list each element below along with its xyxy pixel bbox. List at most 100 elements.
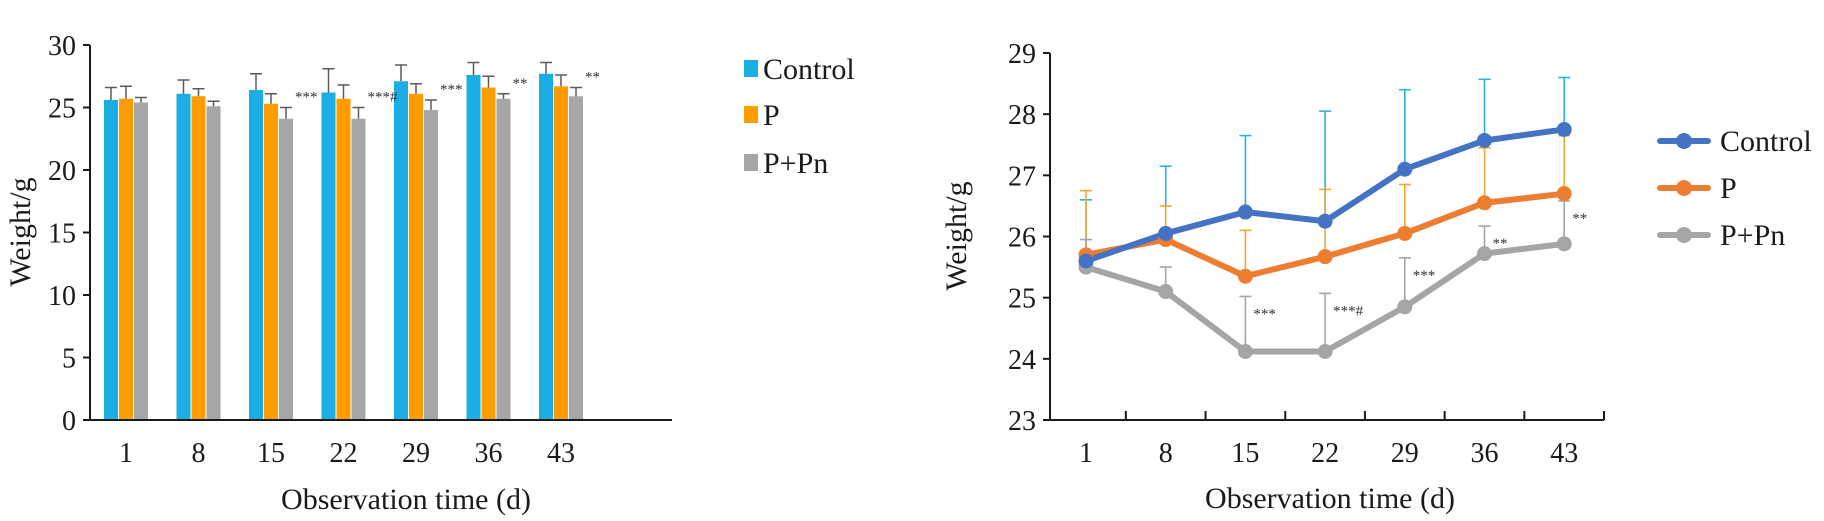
significance-label-43: ** [1572,211,1587,227]
point-p-36 [1477,195,1492,211]
point-control-8 [1158,225,1174,241]
point-control-36 [1477,132,1492,148]
y-tick-label-30: 30 [48,31,76,62]
point-control-22 [1317,213,1333,229]
bar-control-15 [249,90,263,420]
legend-label-p-pn: P+Pn [763,147,828,180]
y-tick-label-15: 15 [48,219,76,250]
bar-control-36 [466,75,481,420]
bar-control-8 [176,93,191,420]
bar-p-pn-36 [496,98,511,420]
legend-label-p: P [763,99,780,132]
bar-p-pn-15 [279,118,293,420]
bar-chart-significance-labels: *** ***# *** ** ** [295,70,600,106]
line-chart-legend-item-p: P [1657,172,1737,205]
bar-p-8 [191,96,206,420]
significance-label-43: ** [585,70,600,86]
bar-p-15 [264,103,278,420]
significance-label-22: ***# [1333,303,1364,319]
y-tick-label-25: 25 [1008,284,1036,315]
legend-label-control-line: Control [1720,125,1812,158]
bar-chart-legend-item-p-pn: P+Pn [744,147,828,180]
point-p-29 [1397,225,1413,241]
significance-label-36: ** [513,76,528,92]
x-tick-label-1: 1 [1079,438,1093,469]
line-chart-y-ticks: 23 24 25 26 27 28 29 [1008,39,1050,437]
legend-label-p-pn-line: P+Pn [1720,219,1785,252]
point-p-15 [1237,268,1253,284]
y-tick-label-29: 29 [1008,39,1036,70]
x-tick-label-43: 43 [547,438,575,469]
bar-control-43 [539,73,553,420]
y-tick-label-10: 10 [48,281,76,312]
line-chart-legend-item-p-pn: P+Pn [1657,219,1785,252]
bar-p-pn-1 [134,102,148,420]
y-tick-label-23: 23 [1008,406,1036,437]
point-control-29 [1397,161,1413,177]
line-chart-x-axis-title: Observation time (d) [1205,482,1455,515]
line-chart-legend: Control P P+Pn [1657,125,1812,252]
line-chart-y-axis-title: Weight/g [940,181,973,290]
point-p-pn-8 [1158,284,1174,300]
bar-chart-y-axis-title: Weight/g [4,177,37,286]
bar-p-36 [481,87,496,420]
bar-chart-legend: Control P P+Pn [744,53,855,180]
line-chart-points [1078,121,1572,359]
bar-control-29 [394,81,408,420]
bar-chart-x-axis-title: Observation time (d) [281,483,531,516]
bar-chart-x-ticks: 1 8 15 22 29 36 43 [119,438,575,469]
y-tick-label-24: 24 [1008,345,1036,376]
significance-label-15: *** [295,90,318,106]
bar-p-22 [336,98,351,420]
line-chart-x-ticks: 1 8 15 22 29 36 43 [1079,411,1605,469]
point-p-pn-29 [1397,299,1413,315]
point-p-pn-15 [1237,343,1253,359]
significance-label-29: *** [1413,268,1436,284]
point-control-43 [1556,121,1572,137]
x-tick-label-29: 29 [402,438,430,469]
x-tick-label-22: 22 [1311,438,1339,469]
y-tick-label-20: 20 [48,156,76,187]
legend-label-control: Control [763,53,855,86]
bar-chart-legend-item-control: Control [744,53,855,86]
x-tick-label-8: 8 [192,438,206,469]
y-tick-label-26: 26 [1008,223,1036,254]
significance-label-36: ** [1493,236,1508,252]
x-tick-label-8: 8 [1159,438,1173,469]
bar-p-29 [409,93,423,420]
x-tick-label-36: 36 [1471,438,1499,469]
point-p-43 [1556,186,1572,202]
y-tick-label-0: 0 [62,406,76,437]
point-control-1 [1078,253,1094,269]
x-tick-label-15: 15 [257,438,285,469]
y-tick-label-28: 28 [1008,100,1036,131]
bar-p-pn-8 [206,106,221,420]
point-p-pn-22 [1317,343,1333,359]
legend-swatch-p [744,106,758,123]
legend-marker-control [1676,133,1692,149]
significance-label-22: ***# [368,90,399,106]
bar-p-1 [119,98,133,420]
y-tick-label-25: 25 [48,94,76,125]
point-p-pn-36 [1477,246,1492,262]
line-chart-legend-item-control: Control [1657,125,1812,158]
bar-p-pn-43 [569,96,583,420]
bar-chart-y-ticks: 0 5 10 15 20 25 30 [48,31,90,437]
bar-chart-legend-item-p: P [744,99,780,132]
point-control-15 [1237,204,1253,220]
legend-marker-p-pn [1676,227,1692,243]
y-tick-label-27: 27 [1008,161,1036,192]
x-tick-label-36: 36 [475,438,503,469]
legend-marker-p [1676,180,1692,196]
bar-p-pn-22 [351,118,366,420]
y-tick-label-5: 5 [62,344,76,375]
legend-label-p-line: P [1720,172,1737,205]
point-p-22 [1317,249,1333,265]
legend-swatch-control [744,60,758,77]
legend-swatch-p-pn [744,154,758,171]
bar-control-22 [321,92,336,420]
bar-chart-error-bars [105,61,582,119]
